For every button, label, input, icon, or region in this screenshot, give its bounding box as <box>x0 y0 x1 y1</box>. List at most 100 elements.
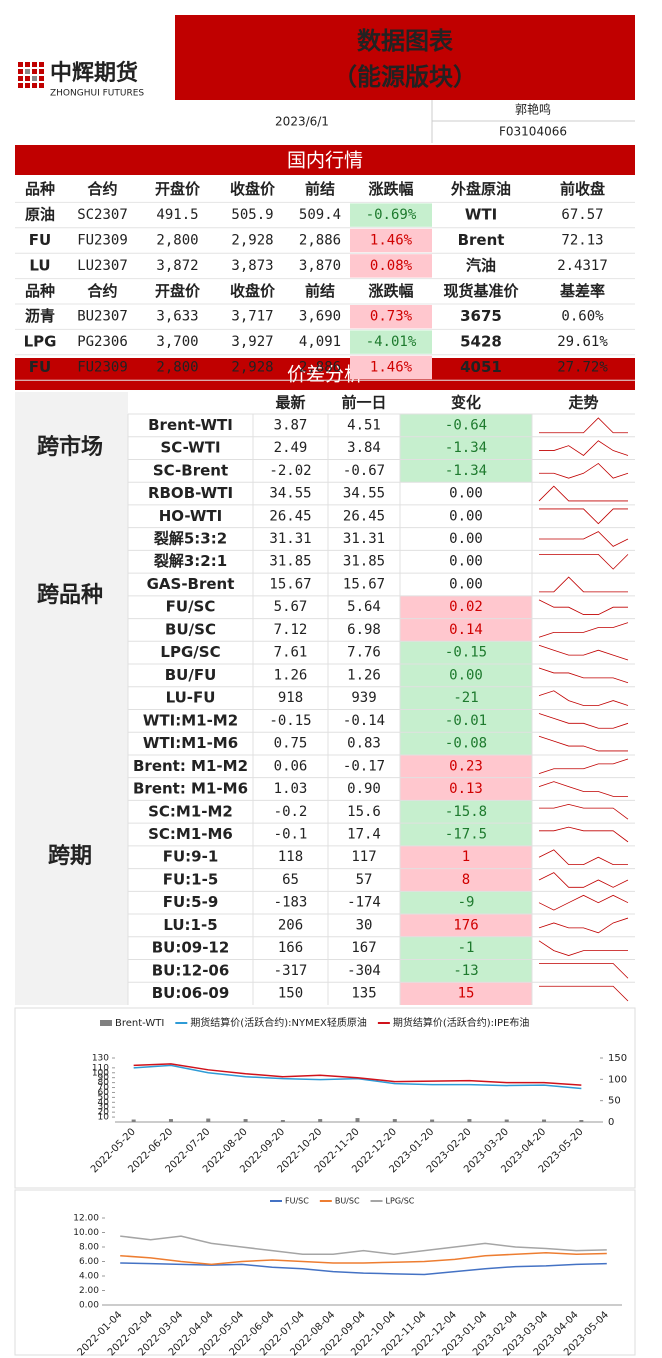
cell: 0.00 <box>449 531 483 547</box>
cell: -4.01% <box>366 334 417 350</box>
change-cell <box>400 914 532 937</box>
cell: 167 <box>351 940 376 956</box>
sparkline <box>539 963 629 979</box>
table-bg <box>15 392 128 1005</box>
cell: 67.57 <box>561 207 603 223</box>
cell: -0.67 <box>343 463 385 479</box>
bar <box>168 1119 173 1122</box>
cell: HO-WTI <box>159 507 223 525</box>
column-header: 走势 <box>568 394 598 412</box>
line <box>120 1262 607 1276</box>
sparkline <box>538 644 629 661</box>
sparkline <box>539 508 628 525</box>
group-label: 跨市场 <box>37 434 103 460</box>
cell: 4051 <box>460 358 502 376</box>
sparkline <box>539 462 629 479</box>
cell: -0.08 <box>445 736 487 752</box>
cell: Brent: M1-M2 <box>133 757 248 775</box>
cell: 0.75 <box>274 736 308 752</box>
cell: 0.08% <box>370 258 413 274</box>
cell: 3,690 <box>299 309 341 325</box>
sparkline <box>538 758 629 775</box>
sparkline <box>538 622 629 638</box>
cell: BU:09-12 <box>152 939 230 957</box>
column-header: 前一日 <box>341 394 386 412</box>
cell: Brent <box>458 231 505 249</box>
cell: FU2309 <box>77 360 128 376</box>
cell: LPG/SC <box>160 643 220 661</box>
cell: 2,928 <box>231 360 273 376</box>
section-bar <box>15 145 635 175</box>
change-cell <box>400 982 532 1005</box>
cell: WTI:M1-M6 <box>143 734 238 752</box>
line <box>120 1252 607 1266</box>
column-header: 品种 <box>25 282 55 300</box>
cell: 0.13 <box>449 781 483 797</box>
sparkline <box>539 826 629 843</box>
cell: LPG <box>24 333 57 351</box>
cell: 34.55 <box>269 486 311 502</box>
cell: -0.15 <box>445 645 487 661</box>
cell: 31.85 <box>269 554 311 570</box>
cell: GAS-Brent <box>147 575 235 593</box>
column-header: 合约 <box>86 282 117 300</box>
cell: 1 <box>462 849 470 865</box>
cell: 206 <box>278 917 303 933</box>
bar <box>318 1119 323 1122</box>
change-cell <box>350 203 432 227</box>
cell: 34.55 <box>343 486 385 502</box>
y-tick-label: 110 <box>92 1063 109 1073</box>
column-header: 收盘价 <box>230 282 276 300</box>
change-cell <box>400 754 532 778</box>
group-label: 跨品种 <box>37 583 103 608</box>
line <box>133 1064 582 1090</box>
sparkline <box>538 894 629 911</box>
sparkline <box>539 553 629 570</box>
column-header: 外盘原油 <box>450 180 511 198</box>
sparkline <box>538 485 628 502</box>
cell: 7.12 <box>274 622 308 638</box>
sparkline <box>538 667 629 684</box>
bar <box>504 1119 509 1122</box>
title-banner <box>175 15 635 100</box>
cell: 6.98 <box>347 622 381 638</box>
cell: 裂解5:3:2 <box>153 530 227 548</box>
cell: 15 <box>458 986 475 1002</box>
cell: BU:12-06 <box>152 961 230 979</box>
cell: -15.8 <box>445 804 487 820</box>
cell: BU/FU <box>165 666 217 684</box>
cell: -17.5 <box>445 827 487 843</box>
sparkline <box>539 985 629 1002</box>
cell: SC2307 <box>77 207 128 223</box>
cell: -0.14 <box>343 713 385 729</box>
sparkline <box>538 849 628 865</box>
chart-frame <box>14 1189 636 1356</box>
legend-label: Brent-WTI <box>115 1018 164 1029</box>
legend-swatch <box>100 1020 112 1026</box>
author: 郭艳鸣 <box>515 102 551 117</box>
sparkline <box>538 872 629 888</box>
cell: -2.02 <box>269 463 311 479</box>
y-tick-label: 10.00 <box>73 1228 99 1238</box>
cell: 0.23 <box>449 758 483 774</box>
change-cell <box>400 845 532 869</box>
cell: 3,873 <box>231 258 273 274</box>
cell: 2,886 <box>299 233 341 249</box>
cell: 17.4 <box>347 827 381 843</box>
cell: 31.85 <box>343 554 385 570</box>
cell: 0.00 <box>449 508 483 524</box>
y-tick-label: 60 <box>98 1088 110 1098</box>
cell: 1.46% <box>370 360 413 376</box>
cell: -1 <box>458 940 475 956</box>
y-tick-label: 50 <box>98 1093 110 1103</box>
bar <box>542 1119 547 1122</box>
cell: -183 <box>274 895 308 911</box>
y-tick-label: 12.00 <box>73 1214 99 1224</box>
date: 2023/6/1 <box>275 115 329 129</box>
cell: 491.5 <box>156 207 198 223</box>
cell: -317 <box>274 963 308 979</box>
legend-label: FU/SC <box>285 1197 309 1206</box>
cell: 15.67 <box>343 576 385 592</box>
bar <box>579 1120 584 1122</box>
